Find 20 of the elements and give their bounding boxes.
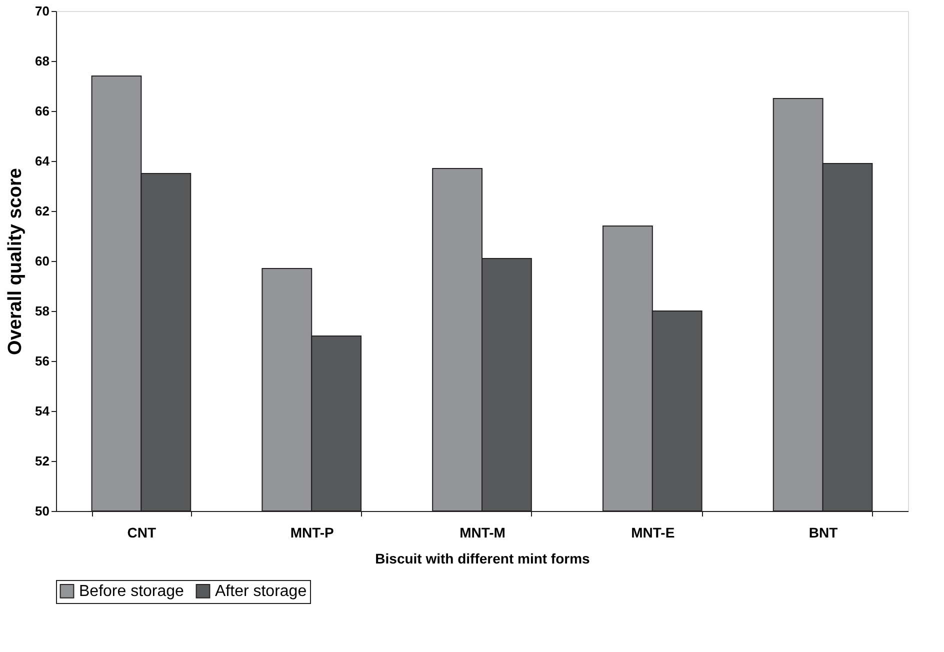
y-tick-label: 68 — [35, 54, 50, 68]
x-tick-label: CNT — [127, 524, 157, 540]
y-tick-label: 60 — [35, 254, 50, 268]
x-tick-label: MNT-P — [290, 524, 334, 540]
y-tick-label: 70 — [35, 4, 50, 18]
y-tick-label: 56 — [35, 354, 50, 368]
x-tick-label: BNT — [808, 524, 838, 540]
y-tick-label: 58 — [35, 304, 50, 318]
legend-label: After storage — [215, 583, 307, 600]
y-axis-title: Overall quality score — [5, 168, 26, 355]
y-tick-label: 62 — [35, 204, 50, 218]
y-tick-label: 66 — [35, 104, 50, 118]
legend-label: Before storage — [79, 583, 184, 600]
y-tick-label: 54 — [35, 404, 50, 418]
y-tick-label: 50 — [35, 504, 50, 518]
y-tick-label: 52 — [35, 454, 50, 468]
x-tick-label: MNT-E — [631, 524, 675, 540]
x-axis-title: Biscuit with different mint forms — [375, 550, 590, 566]
y-tick-label: 64 — [35, 154, 50, 168]
x-tick-label: MNT-M — [460, 524, 506, 540]
